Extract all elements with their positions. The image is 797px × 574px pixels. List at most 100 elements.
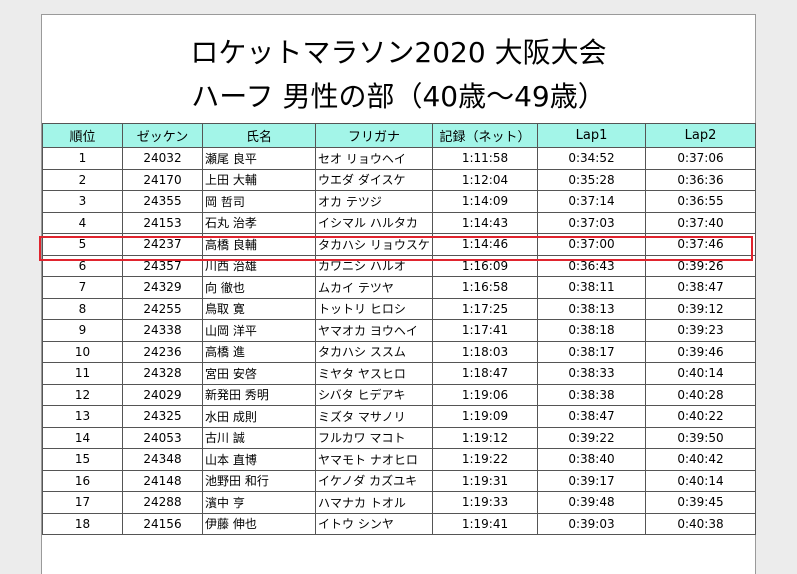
- cell-lap1: 0:37:00: [537, 233, 646, 256]
- cell-bib: 24328: [122, 362, 203, 385]
- cell-lap2: 0:39:12: [645, 297, 756, 320]
- cell-lap1: 0:38:33: [537, 362, 646, 385]
- cell-lap1: 0:37:03: [537, 211, 646, 234]
- cell-lap1: 0:38:40: [537, 448, 646, 471]
- cell-rank: 18: [42, 512, 123, 535]
- cell-bib: 24236: [122, 340, 203, 363]
- cell-lap2: 0:40:22: [645, 405, 756, 428]
- column-header-lap1: Lap1: [537, 123, 646, 148]
- cell-rank: 3: [42, 190, 123, 213]
- column-header-lap2: Lap2: [645, 123, 756, 148]
- cell-furigana: シバタ ヒデアキ: [315, 383, 433, 406]
- column-header-name: 氏名: [202, 123, 316, 148]
- cell-lap2: 0:40:14: [645, 362, 756, 385]
- cell-name: 鳥取 寛: [202, 297, 316, 320]
- table-row: 2 24170 上田 大輔 ウエダ ダイスケ 1:12:04 0:35:28 0:36:36: [42, 168, 756, 191]
- cell-lap1: 0:39:17: [537, 469, 646, 492]
- cell-lap2: 0:40:14: [645, 469, 756, 492]
- results-table: 順位 ゼッケン 氏名 フリガナ 記録（ネット） Lap1 Lap2 1 24032 瀬尾 良平セ…: [42, 123, 756, 535]
- cell-furigana: ヤマオカ ヨウヘイ: [315, 319, 433, 342]
- cell-bib: 24329: [122, 276, 203, 299]
- cell-rank: 17: [42, 491, 123, 514]
- column-header-bib: ゼッケン: [122, 123, 203, 148]
- cell-lap2: 0:39:45: [645, 491, 756, 514]
- cell-net-time: 1:19:22: [432, 448, 538, 471]
- cell-furigana: ヤマモト ナオヒロ: [315, 448, 433, 471]
- table-row: 16 24148 池野田 和行 イケノダ カズユキ 1:19:31 0:39:17 0:40…: [42, 469, 756, 492]
- cell-rank: 9: [42, 319, 123, 342]
- table-row: 7 24329 向 徹也 ムカイ テツヤ 1:16:58 0:38:11 0:38:47: [42, 276, 756, 299]
- cell-furigana: ミヤタ ヤスヒロ: [315, 362, 433, 385]
- column-header-net-time: 記録（ネット）: [432, 123, 538, 148]
- cell-lap2: 0:37:40: [645, 211, 756, 234]
- cell-lap2: 0:37:06: [645, 147, 756, 170]
- cell-bib: 24156: [122, 512, 203, 535]
- cell-bib: 24153: [122, 211, 203, 234]
- cell-net-time: 1:18:47: [432, 362, 538, 385]
- cell-net-time: 1:14:43: [432, 211, 538, 234]
- cell-net-time: 1:19:06: [432, 383, 538, 406]
- cell-furigana: ハマナカ トオル: [315, 491, 433, 514]
- cell-furigana: ムカイ テツヤ: [315, 276, 433, 299]
- cell-net-time: 1:16:58: [432, 276, 538, 299]
- table-row: 13 24325 水田 成則 ミズタ マサノリ 1:19:09 0:38:47 0:40:2…: [42, 405, 756, 428]
- cell-net-time: 1:11:58: [432, 147, 538, 170]
- cell-lap1: 0:38:18: [537, 319, 646, 342]
- cell-rank: 12: [42, 383, 123, 406]
- cell-rank: 16: [42, 469, 123, 492]
- table-row: 4 24153 石丸 治孝 イシマル ハルタカ 1:14:43 0:37:03 0:37:4…: [42, 211, 756, 234]
- cell-rank: 1: [42, 147, 123, 170]
- category-title: ハーフ 男性の部（40歳～49歳）: [191, 80, 606, 113]
- cell-lap1: 0:38:17: [537, 340, 646, 363]
- cell-lap1: 0:38:11: [537, 276, 646, 299]
- cell-net-time: 1:17:25: [432, 297, 538, 320]
- cell-bib: 24355: [122, 190, 203, 213]
- cell-lap1: 0:39:48: [537, 491, 646, 514]
- cell-furigana: カワニシ ハルオ: [315, 254, 433, 277]
- cell-name: 山岡 洋平: [202, 319, 316, 342]
- table-row: 5 24237 高橋 良輔 タカハシ リョウスケ 1:14:46 0:37:00 0:37:…: [42, 233, 756, 256]
- table-row: 6 24357 川西 治雄 カワニシ ハルオ 1:16:09 0:36:43 0:39:26: [42, 254, 756, 277]
- cell-lap2: 0:39:50: [645, 426, 756, 449]
- cell-net-time: 1:16:09: [432, 254, 538, 277]
- cell-bib: 24338: [122, 319, 203, 342]
- cell-bib: 24032: [122, 147, 203, 170]
- cell-net-time: 1:19:12: [432, 426, 538, 449]
- cell-net-time: 1:17:41: [432, 319, 538, 342]
- cell-name: 瀬尾 良平: [202, 147, 316, 170]
- cell-net-time: 1:14:09: [432, 190, 538, 213]
- cell-lap2: 0:38:47: [645, 276, 756, 299]
- cell-furigana: イシマル ハルタカ: [315, 211, 433, 234]
- cell-lap2: 0:40:42: [645, 448, 756, 471]
- cell-furigana: イケノダ カズユキ: [315, 469, 433, 492]
- table-row: 12 24029 新発田 秀明 シバタ ヒデアキ 1:19:06 0:38:38 0:40:…: [42, 383, 756, 406]
- cell-lap1: 0:37:14: [537, 190, 646, 213]
- cell-furigana: ウエダ ダイスケ: [315, 168, 433, 191]
- cell-lap2: 0:40:28: [645, 383, 756, 406]
- cell-lap2: 0:39:26: [645, 254, 756, 277]
- cell-name: 池野田 和行: [202, 469, 316, 492]
- cell-rank: 11: [42, 362, 123, 385]
- cell-lap2: 0:39:46: [645, 340, 756, 363]
- cell-rank: 5: [42, 233, 123, 256]
- cell-lap1: 0:39:22: [537, 426, 646, 449]
- cell-furigana: フルカワ マコト: [315, 426, 433, 449]
- cell-rank: 4: [42, 211, 123, 234]
- cell-lap1: 0:35:28: [537, 168, 646, 191]
- cell-net-time: 1:14:46: [432, 233, 538, 256]
- cell-name: 古川 誠: [202, 426, 316, 449]
- table-row: 18 24156 伊藤 伸也 イトウ シンヤ 1:19:41 0:39:03 0:40:38: [42, 512, 756, 535]
- table-row: 9 24338 山岡 洋平 ヤマオカ ヨウヘイ 1:17:41 0:38:18 0:39:2…: [42, 319, 756, 342]
- cell-name: 高橋 進: [202, 340, 316, 363]
- results-sheet: ロケットマラソン2020 大阪大会 ハーフ 男性の部（40歳～49歳） 順位 ゼッ…: [41, 14, 756, 574]
- cell-name: 川西 治雄: [202, 254, 316, 277]
- cell-bib: 24325: [122, 405, 203, 428]
- cell-bib: 24288: [122, 491, 203, 514]
- table-row: 14 24053 古川 誠フルカワ マコト 1:19:12 0:39:22 0:39:50: [42, 426, 756, 449]
- cell-rank: 10: [42, 340, 123, 363]
- cell-rank: 2: [42, 168, 123, 191]
- column-header-furigana: フリガナ: [315, 123, 433, 148]
- table-row: 1 24032 瀬尾 良平 セオ リョウヘイ 1:11:58 0:34:52 0:37:06: [42, 147, 756, 170]
- cell-net-time: 1:18:03: [432, 340, 538, 363]
- cell-net-time: 1:19:31: [432, 469, 538, 492]
